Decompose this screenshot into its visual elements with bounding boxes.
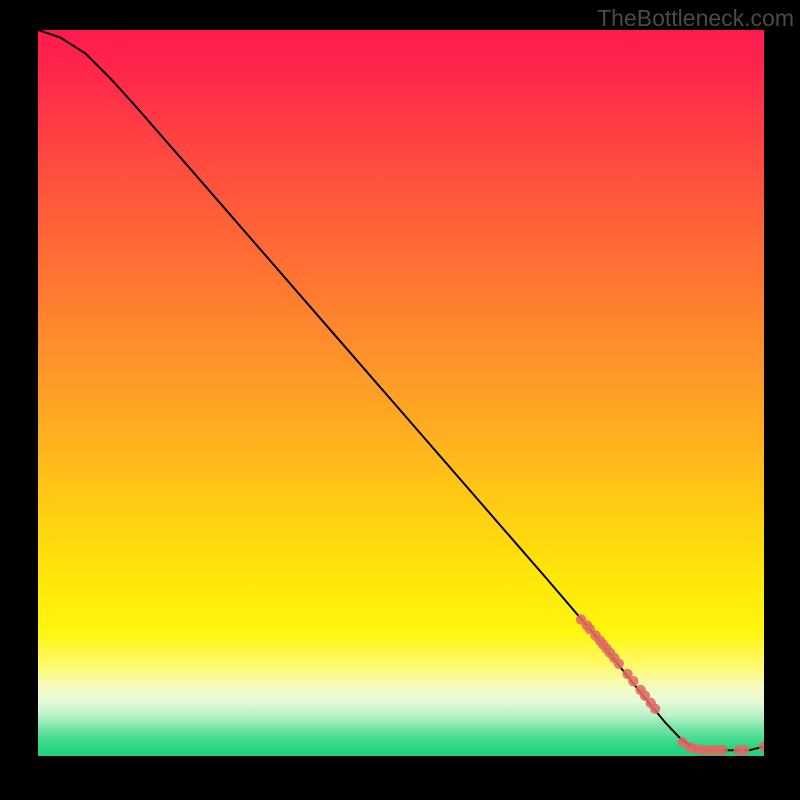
data-marker [614, 659, 624, 669]
data-marker [717, 745, 727, 755]
data-marker [650, 704, 660, 714]
data-marker [739, 745, 749, 755]
data-marker [628, 676, 638, 686]
chart-background [38, 30, 764, 756]
watermark-text: TheBottleneck.com [597, 5, 794, 32]
bottleneck-chart [38, 30, 764, 756]
